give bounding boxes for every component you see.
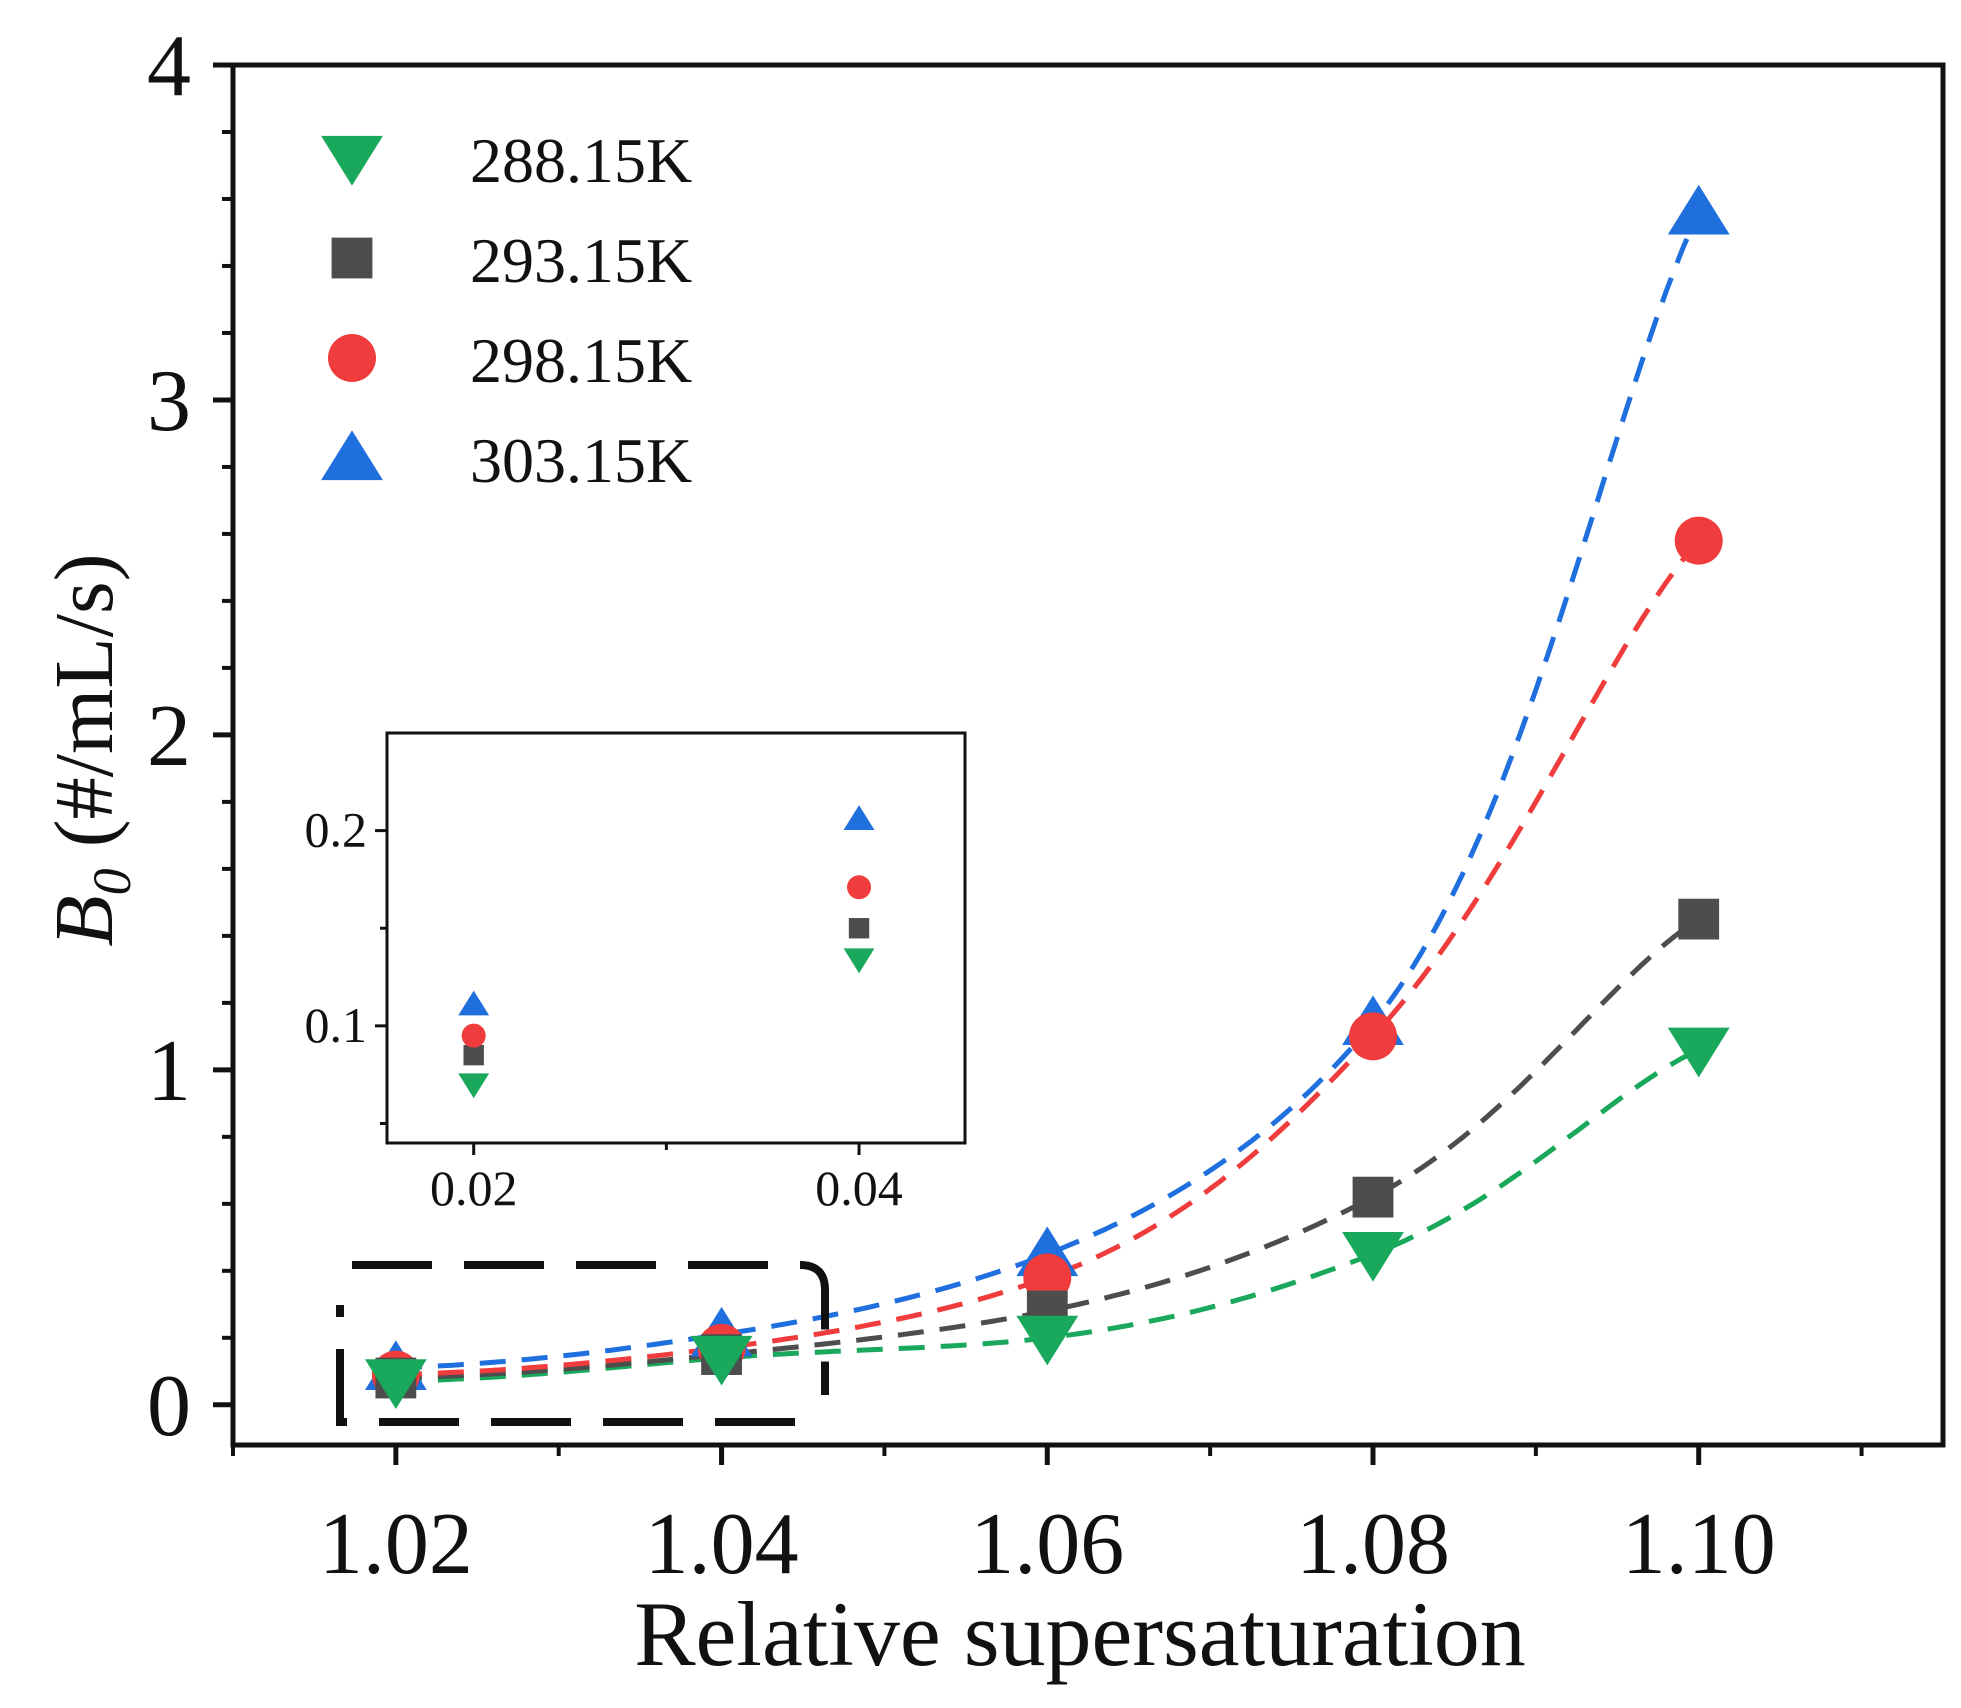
data-point-293.15K [1678, 898, 1720, 940]
inset-x-tick-label: 0.02 [430, 1160, 518, 1216]
x-tick-label: 1.06 [970, 1496, 1124, 1593]
inset-y-tick-label: 0.1 [305, 997, 368, 1053]
inset-point-288.15K [458, 1073, 490, 1099]
legend-label: 298.15K [470, 325, 692, 396]
inset-point-298.15K [847, 875, 872, 900]
inset-ticks [375, 829, 861, 1155]
y-axis-subscript: 0 [82, 868, 142, 895]
legend-marker-288.15K [321, 135, 383, 186]
legend: 288.15K 293.15K 298.15K 303.15K [321, 125, 692, 496]
data-point-288.15K [364, 1359, 427, 1409]
inset-point-303.15K [843, 805, 875, 830]
main-tick-labels: 1.02 1.04 1.06 1.08 1.10 0 1 2 3 4 [147, 18, 1776, 1593]
legend-marker-298.15K [328, 334, 376, 382]
x-tick-label: 1.08 [1296, 1496, 1450, 1593]
inset-point-303.15K [458, 990, 490, 1016]
legend-label: 303.15K [470, 425, 692, 496]
inset-tick-labels: 0.02 0.04 0.1 0.2 [305, 802, 903, 1216]
inset-point-298.15K [461, 1023, 486, 1048]
x-tick-label: 1.02 [319, 1496, 473, 1593]
main-markers [364, 184, 1730, 1409]
data-point-288.15K [690, 1335, 753, 1386]
data-point-298.15K [1349, 1012, 1397, 1061]
legend-marker-293.15K [331, 237, 373, 279]
legend-label: 293.15K [470, 225, 692, 296]
inset-plot: 0.02 0.04 0.1 0.2 [305, 731, 967, 1216]
data-point-288.15K [1667, 1027, 1730, 1078]
x-tick-label: 1.10 [1622, 1496, 1776, 1593]
legend-marker-303.15K [321, 430, 383, 481]
data-point-288.15K [1342, 1231, 1404, 1282]
x-tick-label: 1.04 [645, 1496, 799, 1593]
y-tick-label: 3 [147, 353, 191, 450]
main-plot: 1.02 1.04 1.06 1.08 1.10 0 1 2 3 4 [147, 18, 1946, 1593]
data-point-288.15K [1016, 1315, 1079, 1366]
y-axis-symbol: B [38, 895, 131, 946]
y-tick-label: 4 [147, 18, 191, 115]
x-axis-title: Relative supersaturation [634, 1583, 1526, 1685]
y-axis-units: (#/mL/s) [38, 553, 131, 868]
main-ticks [213, 62, 1864, 1465]
y-axis-title: B0 (#/mL/s) [38, 553, 142, 946]
fit-curve-298.15K [395, 538, 1701, 1378]
fit-curve-303.15K [395, 211, 1701, 1371]
y-tick-label: 1 [147, 1023, 191, 1120]
highlight-box [335, 1261, 829, 1426]
y-tick-label: 2 [147, 688, 191, 785]
inset-y-tick-label: 0.2 [305, 802, 368, 858]
inset-point-293.15K [463, 1044, 484, 1066]
inset-point-293.15K [848, 918, 870, 939]
inset-point-288.15K [843, 948, 875, 974]
legend-label: 288.15K [470, 125, 692, 196]
plot-frame [230, 62, 1946, 1448]
inset-x-tick-label: 0.04 [815, 1160, 903, 1216]
data-point-298.15K [1674, 516, 1723, 565]
y-tick-label: 0 [147, 1358, 191, 1455]
data-point-293.15K [1352, 1176, 1394, 1218]
inset-markers [458, 805, 875, 1099]
data-point-298.15K [1023, 1253, 1072, 1302]
data-point-303.15K [1667, 184, 1730, 235]
